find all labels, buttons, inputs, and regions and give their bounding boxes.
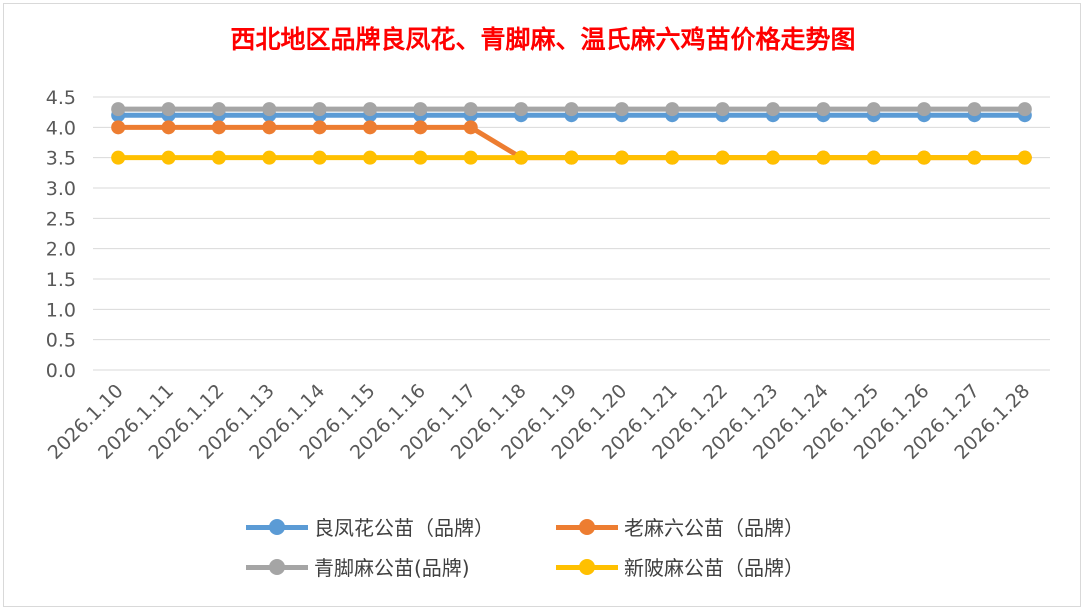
data-point [715, 150, 730, 165]
y-tick-label: 4.0 [46, 117, 76, 139]
data-point [564, 150, 579, 165]
y-tick-label: 4.5 [46, 87, 76, 109]
data-point [363, 102, 378, 117]
data-point [262, 120, 277, 135]
data-point [363, 120, 378, 135]
data-point [211, 150, 226, 165]
legend-swatch [246, 517, 308, 537]
legend-item: 老麻六公苗（品牌） [556, 512, 804, 541]
data-point [312, 102, 327, 117]
data-point [564, 102, 579, 117]
data-point [816, 150, 831, 165]
data-point [111, 120, 126, 135]
data-point [413, 102, 428, 117]
data-point [866, 150, 881, 165]
y-tick-label: 3.0 [46, 178, 76, 200]
data-point [967, 150, 982, 165]
legend-item: 良凤花公苗（品牌） [246, 512, 494, 541]
data-point [312, 150, 327, 165]
data-point [765, 150, 780, 165]
data-point [614, 150, 629, 165]
data-point [715, 102, 730, 117]
legend-label: 老麻六公苗（品牌） [624, 516, 804, 540]
y-tick-label: 1.5 [46, 269, 76, 291]
legend-label: 良凤花公苗（品牌） [314, 516, 494, 540]
legend-swatch [556, 557, 618, 577]
data-point [463, 120, 478, 135]
data-point [514, 102, 529, 117]
data-point [1017, 102, 1032, 117]
data-point [917, 150, 932, 165]
data-point [665, 150, 680, 165]
y-tick-label: 0.5 [46, 330, 76, 352]
data-point [161, 150, 176, 165]
legend-label: 青脚麻公苗(品牌) [314, 556, 470, 580]
data-point [161, 102, 176, 117]
y-tick-label: 2.0 [46, 239, 76, 261]
chart-area [3, 3, 1081, 607]
data-point [312, 120, 327, 135]
data-point [1017, 150, 1032, 165]
data-point [463, 150, 478, 165]
legend-item: 新陂麻公苗（品牌） [556, 552, 804, 581]
data-point [614, 102, 629, 117]
data-point [211, 102, 226, 117]
y-tick-label: 3.5 [46, 148, 76, 170]
data-point [111, 102, 126, 117]
chart-title: 西北地区品牌良凤花、青脚麻、温氏麻六鸡苗价格走势图 [230, 25, 856, 54]
data-point [765, 102, 780, 117]
legend-label: 新陂麻公苗（品牌） [624, 556, 804, 580]
data-point [917, 102, 932, 117]
data-point [514, 150, 529, 165]
legend-swatch [556, 517, 618, 537]
data-point [665, 102, 680, 117]
data-point [413, 120, 428, 135]
legend-item: 青脚麻公苗(品牌) [246, 552, 470, 581]
legend-swatch [246, 557, 308, 577]
data-point [211, 120, 226, 135]
data-point [111, 150, 126, 165]
y-tick-label: 1.0 [46, 299, 76, 321]
data-point [967, 102, 982, 117]
y-tick-label: 0.0 [46, 360, 76, 382]
data-point [463, 102, 478, 117]
data-point [363, 150, 378, 165]
data-point [262, 102, 277, 117]
data-point [413, 150, 428, 165]
data-point [866, 102, 881, 117]
data-point [161, 120, 176, 135]
y-tick-label: 2.5 [46, 208, 76, 230]
data-point [262, 150, 277, 165]
data-point [816, 102, 831, 117]
